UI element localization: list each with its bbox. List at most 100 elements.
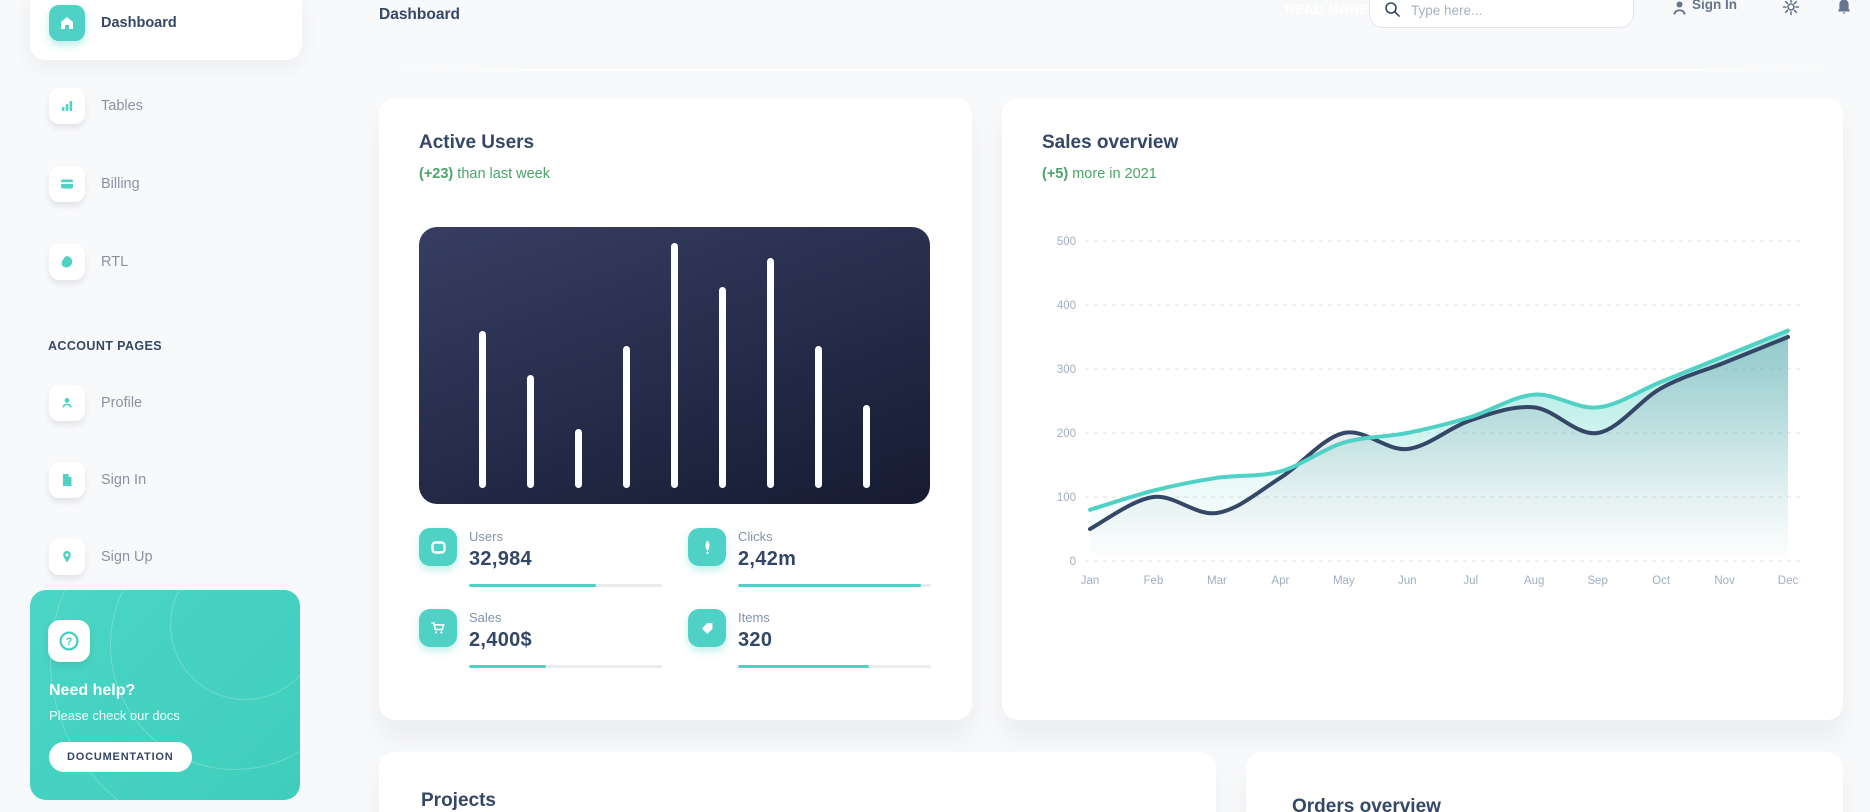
sidebar-item-rtl[interactable]: RTL: [30, 233, 302, 291]
search-icon: [1384, 1, 1401, 18]
cart-icon: [419, 609, 457, 647]
stat-items: Items 320: [688, 609, 931, 668]
svg-text:400: 400: [1057, 300, 1076, 312]
read-more-label[interactable]: READ MORE: [1285, 2, 1369, 17]
globe-icon: [49, 244, 85, 280]
bar: [863, 405, 870, 488]
sidebar-item-label: Dashboard: [101, 15, 177, 31]
sidebar-item-tables[interactable]: Tables: [30, 77, 302, 135]
notifications-bell-icon[interactable]: [1836, 0, 1852, 21]
home-icon: [49, 5, 85, 41]
svg-text:100: 100: [1057, 492, 1076, 504]
card-title: Sales overview: [1042, 132, 1179, 153]
sign-in-button[interactable]: Sign In: [1672, 0, 1737, 22]
subtitle-highlight: (+5): [1042, 166, 1069, 182]
search-input[interactable]: [1411, 3, 1621, 18]
person-icon: [1672, 0, 1687, 22]
bar: [479, 331, 486, 488]
sales-overview-card: Sales overview (+5) more in 2021 0 100 200…: [1002, 98, 1843, 720]
stat-label: Items: [738, 610, 770, 625]
sidebar-item-label: Profile: [101, 395, 143, 411]
header-divider: [379, 69, 1843, 71]
svg-text:300: 300: [1057, 364, 1076, 376]
person-icon: [49, 385, 85, 421]
sidebar-section-label: ACCOUNT PAGES: [48, 339, 163, 353]
help-card-subtitle: Please check our docs: [49, 708, 180, 723]
svg-text:Feb: Feb: [1144, 575, 1164, 587]
bar: [575, 429, 582, 488]
progress-bar: [738, 584, 931, 587]
rocket-icon: [688, 528, 726, 566]
sidebar-item-signup[interactable]: Sign Up: [30, 528, 302, 586]
sidebar-item-dashboard[interactable]: Dashboard: [30, 0, 302, 60]
stat-label: Clicks: [738, 529, 773, 544]
sidebar-item-label: Tables: [101, 98, 143, 114]
bar: [719, 287, 726, 488]
stat-label: Users: [469, 529, 503, 544]
settings-gear-icon[interactable]: [1782, 0, 1800, 21]
stat-sales: Sales 2,400$: [419, 609, 662, 668]
active-users-bar-chart: [419, 227, 930, 504]
svg-text:Nov: Nov: [1714, 575, 1735, 587]
page-title: Dashboard: [379, 6, 460, 23]
question-circle-icon: ?: [48, 620, 90, 662]
subtitle-highlight: (+23): [419, 166, 454, 182]
sales-overview-line-chart: 0 100 200 300 400 500 Jan Feb Mar Apr May Jun Jul Aug…: [1057, 236, 1800, 587]
svg-text:500: 500: [1057, 236, 1076, 248]
documentation-button[interactable]: DOCUMENTATION: [49, 742, 192, 772]
stat-users: Users 32,984: [419, 528, 662, 587]
card-subtitle: (+5) more in 2021: [1042, 166, 1157, 182]
svg-text:May: May: [1333, 575, 1355, 587]
card-subtitle: (+23) than last week: [419, 166, 550, 182]
progress-bar: [469, 584, 662, 587]
svg-text:Jul: Jul: [1463, 575, 1478, 587]
sidebar: Dashboard Tables Billing RTL ACCOUNT PAG…: [0, 0, 330, 812]
help-card: ? Need help? Please check our docs DOCUM…: [30, 590, 300, 800]
svg-text:200: 200: [1057, 428, 1076, 440]
progress-bar: [738, 665, 931, 668]
stat-value: 2,400$: [469, 629, 532, 651]
document-icon: [49, 462, 85, 498]
bar: [671, 243, 678, 488]
sign-in-label: Sign In: [1692, 0, 1737, 12]
bar: [527, 375, 534, 488]
svg-text:Sep: Sep: [1587, 575, 1607, 587]
stat-clicks: Clicks 2,42m: [688, 528, 931, 587]
credit-card-icon: [49, 166, 85, 202]
subtitle-rest: more in 2021: [1068, 166, 1157, 182]
pin-icon: [49, 539, 85, 575]
svg-text:Jan: Jan: [1081, 575, 1100, 587]
bar-chart-icon: [49, 88, 85, 124]
sidebar-item-label: Sign Up: [101, 549, 153, 565]
active-users-stats: Users 32,984 Clicks 2,42m: [419, 528, 931, 668]
dark-line: [1088, 335, 1790, 531]
orders-overview-card: Orders overview: [1246, 752, 1843, 812]
tag-icon: [688, 609, 726, 647]
wallet-icon: [419, 528, 457, 566]
active-users-card: Active Users (+23) than last week Users …: [379, 98, 972, 720]
svg-text:Jun: Jun: [1398, 575, 1417, 587]
sidebar-item-label: Billing: [101, 176, 140, 192]
bar: [815, 346, 822, 488]
sidebar-item-billing[interactable]: Billing: [30, 155, 302, 213]
progress-bar: [469, 665, 662, 668]
svg-text:Oct: Oct: [1652, 575, 1671, 587]
card-title: Orders overview: [1292, 796, 1441, 812]
stat-value: 2,42m: [738, 548, 797, 570]
svg-text:Mar: Mar: [1207, 575, 1227, 587]
projects-card: Projects: [379, 752, 1216, 812]
sidebar-item-label: RTL: [101, 254, 129, 270]
sidebar-item-profile[interactable]: Profile: [30, 374, 302, 432]
svg-text:?: ?: [66, 636, 73, 648]
search-box: [1369, 0, 1634, 28]
stat-value: 320: [738, 629, 773, 651]
sidebar-item-signin[interactable]: Sign In: [30, 451, 302, 509]
bar: [767, 258, 774, 488]
help-card-title: Need help?: [49, 682, 136, 699]
svg-text:Aug: Aug: [1524, 575, 1544, 587]
card-title: Projects: [421, 790, 496, 811]
svg-text:Apr: Apr: [1271, 575, 1289, 587]
stat-value: 32,984: [469, 548, 532, 570]
stat-label: Sales: [469, 610, 502, 625]
